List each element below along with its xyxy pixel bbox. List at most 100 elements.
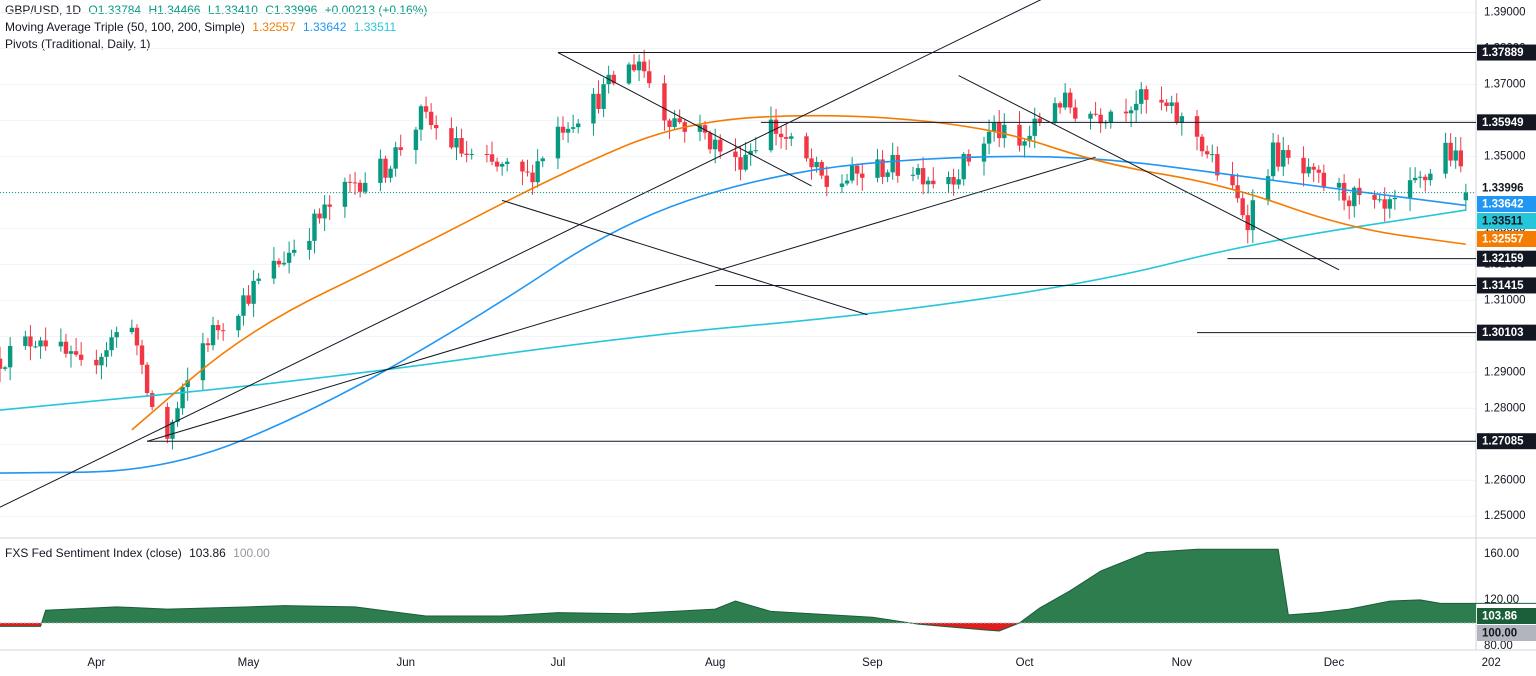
axis-label-box [1477,277,1536,294]
candle [7,337,13,381]
axis-label-box [1477,324,1536,341]
sma200-line [0,209,1466,411]
candle-body [997,122,1002,139]
candle-body [362,182,368,192]
close-value: C1.33996 [265,3,318,17]
candle [464,140,469,163]
candle-body [1423,176,1428,181]
candle-body [104,350,109,357]
candle [778,126,784,149]
candle-body [180,387,185,409]
candle-body [1418,176,1423,178]
candle-body [1250,200,1256,231]
candle [281,251,287,267]
candle-body [114,332,119,338]
candle-body [1372,195,1377,200]
change-value: +0.00213 (+0.16%) [324,3,428,17]
candle [951,168,956,196]
candle-body [378,158,383,183]
candle-body [1352,187,1357,207]
axis-label-box [1477,196,1536,212]
candle [1164,99,1169,112]
sentiment-value-axis-label: 103.86 [1477,608,1536,624]
candle [99,353,104,380]
candle [697,114,703,142]
candle [1215,146,1220,181]
candle-body [94,359,99,366]
ma200-value: 1.33511 [353,20,397,34]
symbol-label: GBP/USD, 1D [5,3,82,17]
candle [854,163,860,186]
candle [1037,112,1042,127]
sma100-line [0,155,1466,474]
candle [1270,132,1276,181]
candle-body [768,119,774,151]
candle [611,70,616,86]
candle-body [423,106,429,112]
candle-body [1073,107,1078,119]
candle [1017,111,1022,152]
candle-body [890,154,895,173]
sentiment-baseline-axis-label: 100.00 [1477,625,1536,641]
candle [682,119,687,143]
candle-body [1174,102,1179,123]
candle [2,365,8,371]
time-tick-label: Dec [1324,657,1345,669]
candle [667,118,672,140]
axis-label-text: 1.33511 [1482,216,1524,228]
candle [505,157,510,172]
candle-body [1032,118,1037,136]
candle [1448,133,1453,167]
candle-body [1270,142,1276,177]
candle-body [1377,199,1382,201]
time-tick-label: Apr [87,657,105,669]
candle [1139,82,1144,115]
candle [494,157,500,172]
candle [991,115,997,142]
candle-body [1194,116,1200,137]
candle [215,319,221,340]
candle [849,157,855,184]
candle-body [1022,141,1027,146]
candle [1423,174,1428,192]
candle [378,149,383,192]
candle-body [210,325,216,346]
candle [484,144,490,163]
candle-body [778,133,784,138]
candle-body [1281,150,1286,167]
candle [58,328,64,352]
candle-body [1311,166,1316,170]
candle [33,340,38,349]
candle-body [398,147,403,150]
candle-body [1286,150,1291,158]
candle [428,103,434,130]
candle [743,142,748,172]
axis-label-box [1477,625,1536,641]
candle-body [312,213,317,241]
candle-body [885,172,890,177]
candle-body [1428,173,1433,181]
candle-body [99,356,104,366]
trendline [958,75,1340,271]
candle-body [499,163,505,167]
candle-body [1448,142,1453,161]
candle-body [535,161,540,183]
candle-body [352,182,358,184]
candle [1281,136,1286,176]
time-tick-label: 202 [1482,657,1501,669]
candle-body [449,128,454,148]
candle-body [641,61,647,72]
candle [601,77,606,118]
candle [860,163,865,191]
candle [220,323,226,341]
candle-body [789,136,794,139]
candle-body [783,137,789,139]
candle [312,209,317,254]
candle-body [347,181,353,183]
candle-body [1382,199,1387,209]
candle [175,401,180,427]
candle-body [388,168,393,178]
candle-body [565,128,571,133]
candle-body [849,165,855,181]
